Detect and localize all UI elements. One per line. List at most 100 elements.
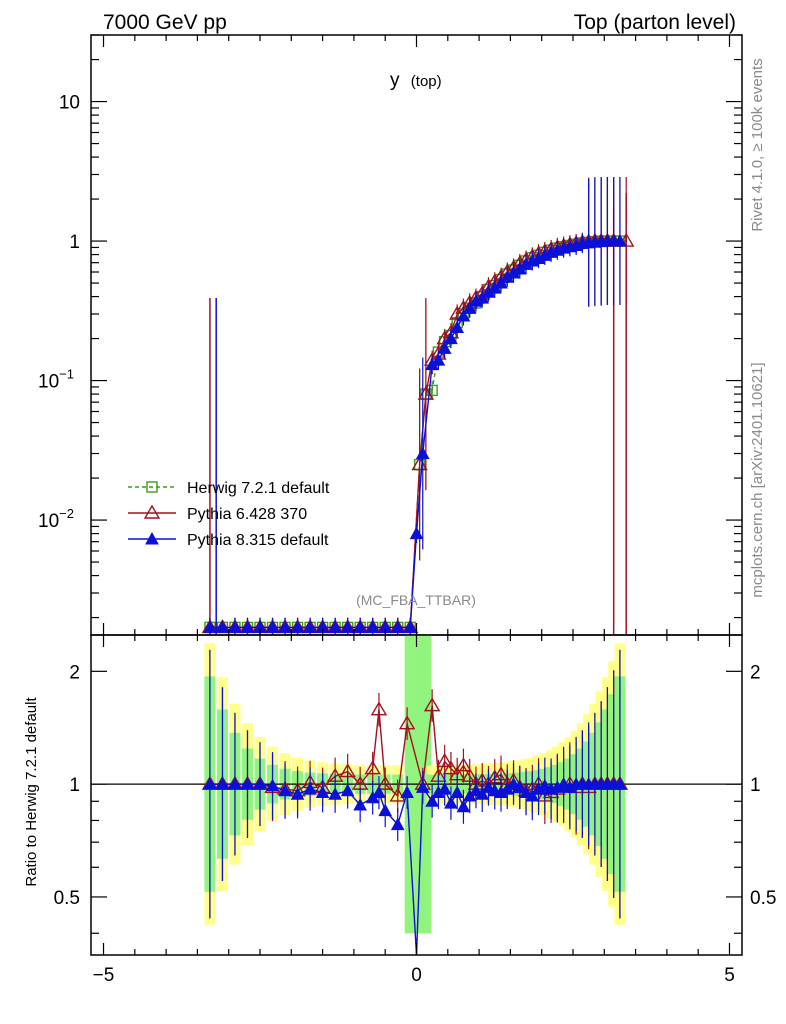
- ratio-axis-label: Ratio to Herwig 7.2.1 default: [23, 697, 40, 887]
- pythia8-marker: [415, 446, 430, 460]
- pythia8-ratio-marker: [328, 787, 342, 800]
- pythia8-ratio-marker: [437, 782, 452, 795]
- pythia8-ratio-marker: [537, 778, 552, 792]
- pythia8-marker: [444, 331, 458, 345]
- pythia8-marker: [437, 341, 452, 354]
- analysis-tag: (MC_FBA_TTBAR): [356, 592, 476, 608]
- pythia6-ratio-marker: [423, 697, 441, 712]
- pythia8-marker: [340, 620, 355, 633]
- pythia6-ratio-marker: [389, 787, 406, 802]
- pythia8-ratio-marker: [512, 780, 527, 793]
- legend: Herwig 7.2.1 default Pythia 6.428 370 Pyth…: [128, 480, 330, 549]
- pythia6-line: [209, 240, 627, 629]
- pythia8-ratio-marker: [444, 796, 458, 809]
- legend-entry-pythia6: Pythia 6.428 370: [128, 504, 307, 523]
- x-tick-label: −5: [93, 965, 115, 986]
- ratio-y-tick-label: 0.5: [54, 888, 80, 909]
- pythia8-marker: [613, 234, 627, 247]
- pythia6-ratio-marker: [364, 760, 381, 775]
- tick-exponent: −2: [59, 506, 74, 521]
- pythia8-ratio-marker: [456, 799, 471, 813]
- pythia8-marker: [403, 620, 418, 633]
- header-beam-label: 7000 GeV pp: [103, 11, 227, 34]
- x-tick-labels: −5 0 5: [93, 965, 735, 986]
- ratio-y-tick-label-right: 1: [750, 775, 761, 796]
- pythia8-ratio-marker: [519, 785, 533, 798]
- tick-base: 10: [38, 511, 59, 532]
- pythia8-ratio-marker: [372, 785, 386, 798]
- pythia8-ratio-marker: [203, 777, 217, 790]
- pythia8-ratio-marker: [278, 783, 292, 797]
- tick-exponent: −1: [59, 367, 74, 382]
- pythia8-ratio-marker: [303, 782, 317, 795]
- pythia8-marker: [303, 620, 317, 633]
- pythia8-marker: [240, 620, 255, 633]
- pythia8-ratio-marker: [290, 787, 305, 800]
- main-axis-ticks: [91, 34, 742, 635]
- rivet-version-label: Rivet 4.1.0, ≥ 100k events: [749, 58, 766, 231]
- pythia8-ratio-marker: [475, 787, 490, 800]
- pythia8-marker: [353, 620, 368, 633]
- pythia8-marker: [409, 526, 424, 540]
- herwig-line: [209, 240, 620, 629]
- pythia8-ratio-marker: [390, 817, 405, 831]
- ratio-y-tick-label: 1: [69, 775, 80, 796]
- pythia8-marker: [290, 620, 305, 633]
- pythia8-ratio-marker: [315, 785, 330, 798]
- pythia6-ratio-marker: [370, 701, 388, 716]
- pythia8-ratio-series: [203, 649, 627, 956]
- pythia8-marker: [215, 620, 230, 633]
- legend-marker: [143, 504, 161, 519]
- ratio-y-tick-label: 2: [69, 662, 80, 683]
- pythia8-line: [209, 240, 620, 629]
- ratio-plot-panel: 2 2 1 1 0.5 0.5 −5 0 5: [54, 634, 777, 986]
- pythia8-ratio-marker: [400, 785, 414, 798]
- ratio-axis-ticks: [91, 635, 742, 955]
- pythia6-ratio-marker: [455, 757, 472, 772]
- pythia8-ratio-marker: [228, 777, 242, 790]
- pythia6-ratio-marker: [442, 760, 460, 775]
- pythia8-marker: [456, 309, 471, 322]
- pythia6-ratio-marker: [398, 715, 416, 730]
- legend-marker: [146, 481, 158, 493]
- pythia8-ratio-marker: [340, 783, 355, 797]
- pythia8-marker: [265, 620, 280, 633]
- pythia8-marker: [450, 320, 465, 334]
- pythia8-ratio-marker: [469, 783, 483, 797]
- ratio-y-tick-label-right: 2: [750, 662, 761, 683]
- plot-title: y (top): [390, 70, 442, 91]
- pythia8-ratio-marker: [415, 780, 430, 793]
- pythia8-marker: [390, 620, 405, 633]
- tick-base: 1: [69, 232, 80, 253]
- main-y-tick-label: 1: [69, 232, 80, 253]
- pythia8-ratio-marker: [265, 778, 280, 792]
- pythia8-ratio-marker: [613, 777, 627, 790]
- plot-title-main: y: [390, 70, 400, 91]
- pythia8-ratio-marker: [353, 797, 368, 811]
- plot-title-suffix: (top): [411, 73, 442, 90]
- pythia8-ratio-marker: [450, 785, 465, 798]
- pythia8-marker: [328, 620, 342, 633]
- pythia8-marker: [365, 620, 380, 633]
- pythia8-ratio-marker: [253, 777, 267, 790]
- ratio-y-tick-labels: 2 2 1 1 0.5 0.5: [54, 662, 777, 909]
- pythia8-ratio-marker: [240, 777, 255, 790]
- pythia8-marker: [462, 301, 477, 314]
- pythia6-ratio-marker: [376, 775, 394, 790]
- tick-base: 10: [38, 372, 59, 393]
- ratio-series-group: [91, 649, 742, 956]
- x-tick-label: 0: [411, 965, 422, 986]
- pythia6-ratio-marker: [436, 752, 453, 768]
- pythia8-series: [203, 177, 627, 635]
- legend-label: Herwig 7.2.1 default: [187, 480, 330, 497]
- main-series-group: [201, 177, 635, 635]
- pythia8-marker: [228, 620, 242, 633]
- mcplots-source-label: mcplots.cern.ch [arXiv:2401.10621]: [749, 362, 766, 597]
- pythia8-ratio-marker: [525, 788, 540, 802]
- legend-marker: [145, 531, 159, 545]
- legend-label: Pythia 6.428 370: [187, 506, 307, 523]
- legend-label: Pythia 8.315 default: [187, 532, 329, 549]
- pythia8-ratio-marker: [215, 777, 230, 790]
